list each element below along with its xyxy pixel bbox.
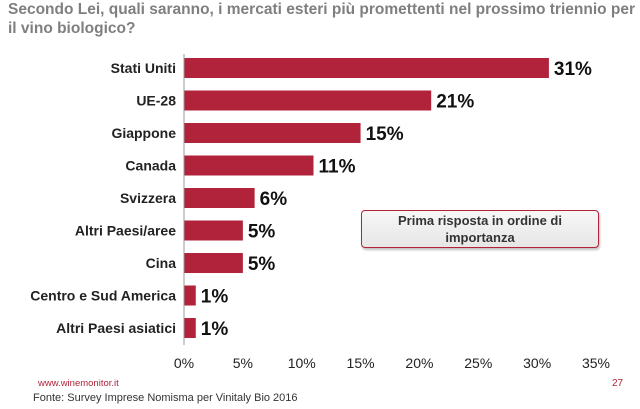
x-tick-label: 35% [582, 355, 610, 371]
note-box: Prima risposta in ordine di importanza [361, 210, 599, 248]
chart-question: Secondo Lei, quali saranno, i mercati es… [8, 1, 636, 37]
category-label: Canada [125, 158, 176, 174]
bars-group: Stati Uniti 31% UE-28 21% Giappone 15% Canada 1… [30, 54, 610, 371]
category-label: Giappone [111, 125, 176, 141]
x-tick-label: 0% [174, 355, 194, 371]
category-label: Altri Paesi/aree [75, 223, 176, 239]
bar [184, 220, 243, 241]
bar [184, 253, 243, 273]
x-tick-label: 25% [464, 355, 492, 371]
bar [184, 123, 361, 143]
x-tick-label: 10% [288, 355, 316, 371]
category-label: Cina [146, 255, 177, 271]
bar [184, 58, 549, 78]
bar [184, 188, 255, 208]
value-label: 5% [248, 254, 276, 275]
x-tick-label: 20% [405, 355, 433, 371]
category-label: Altri Paesi asiatici [56, 320, 176, 336]
bar [184, 90, 432, 111]
page-number: 27 [612, 378, 624, 389]
category-label: UE-28 [136, 93, 176, 109]
value-label: 1% [201, 287, 229, 308]
bar [184, 285, 196, 306]
x-tick-label: 5% [233, 355, 253, 371]
value-label: 15% [366, 124, 404, 145]
category-label: Centro e Sud America [30, 288, 176, 304]
value-label: 11% [318, 157, 355, 178]
value-label: 31% [554, 59, 592, 80]
bar [184, 318, 196, 338]
footer-url: www.winemonitor.it [38, 378, 119, 389]
value-label: 5% [248, 222, 276, 243]
bar [184, 155, 314, 176]
value-label: 6% [260, 189, 288, 210]
category-label: Svizzera [120, 190, 176, 206]
source-note: Fonte: Survey Imprese Nomisma per Vinita… [33, 392, 298, 404]
x-tick-label: 15% [347, 355, 375, 371]
category-label: Stati Uniti [111, 60, 176, 76]
value-label: 1% [201, 319, 229, 340]
x-tick-label: 30% [523, 355, 551, 371]
value-label: 21% [436, 92, 474, 113]
